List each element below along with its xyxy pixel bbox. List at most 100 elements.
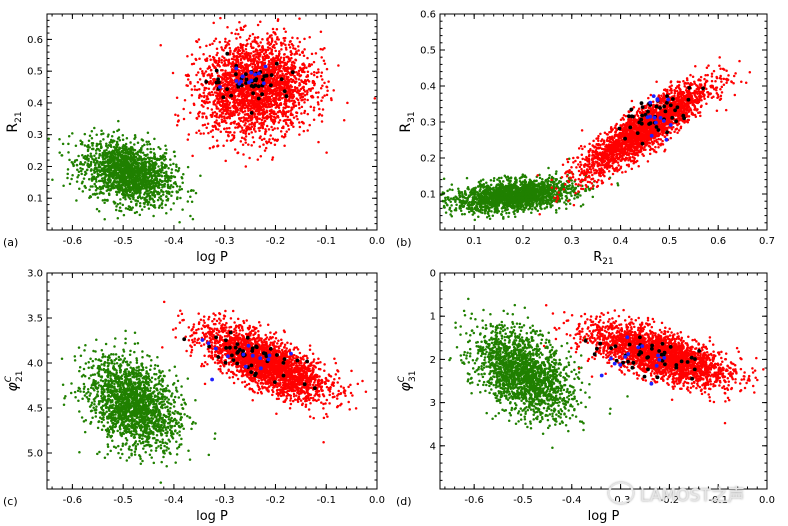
- scatter-point: [105, 156, 109, 159]
- scatter-point: [139, 155, 142, 158]
- scatter-point: [181, 181, 184, 184]
- scatter-point: [271, 128, 275, 132]
- scatter-point: [165, 148, 168, 151]
- scatter-point: [270, 37, 274, 40]
- scatter-point: [195, 117, 199, 120]
- scatter-point: [298, 125, 302, 129]
- scatter-point: [236, 151, 239, 155]
- scatter-point: [284, 114, 287, 118]
- scatter-point: [317, 140, 320, 144]
- scatter-point: [131, 167, 134, 170]
- scatter-point: [169, 158, 172, 161]
- scatter-point: [58, 137, 61, 141]
- scatter-point: [122, 151, 125, 155]
- scatter-point: [250, 144, 253, 147]
- scatter-point: [68, 158, 71, 162]
- scatter-point: [152, 214, 155, 218]
- scatter-point: [451, 188, 454, 192]
- scatter-point: [263, 119, 267, 123]
- scatter-point: [273, 75, 277, 78]
- scatter-point: [299, 87, 303, 91]
- scatter-point: [303, 79, 307, 82]
- scatter-point: [266, 46, 270, 49]
- scatter-point: [233, 113, 236, 117]
- scatter-point: [179, 196, 182, 200]
- scatter-point: [274, 56, 278, 60]
- scatter-point: [219, 130, 223, 134]
- scatter-point: [197, 38, 201, 41]
- scatter-point: [88, 134, 92, 138]
- scatter-point: [108, 161, 112, 165]
- scatter-point: [240, 126, 244, 129]
- scatter-point: [159, 179, 162, 182]
- scatter-point: [83, 161, 87, 164]
- scatter-point: [153, 137, 156, 141]
- scatter-point: [266, 106, 269, 109]
- x-tick-label: -0.2: [266, 236, 286, 247]
- scatter-point: [209, 130, 213, 133]
- scatter-point: [298, 84, 301, 87]
- scatter-point: [323, 81, 326, 85]
- scatter-point: [215, 91, 218, 95]
- scatter-point: [170, 194, 173, 198]
- scatter-point: [225, 127, 229, 130]
- scatter-point: [247, 58, 251, 62]
- scatter-point: [166, 197, 170, 201]
- scatter-point: [284, 30, 287, 34]
- scatter-point: [175, 185, 179, 188]
- scatter-point: [242, 118, 246, 122]
- scatter-points: [47, 16, 377, 230]
- scatter-point: [219, 100, 222, 103]
- scatter-points: [433, 56, 752, 222]
- scatter-point: [239, 119, 243, 123]
- scatter-point: [100, 133, 103, 136]
- scatter-point: [252, 96, 256, 100]
- scatter-point: [232, 52, 235, 56]
- scatter-point: [219, 16, 222, 20]
- scatter-point: [282, 53, 286, 56]
- scatter-point: [127, 189, 131, 192]
- scatter-point: [290, 70, 295, 75]
- scatter-point: [152, 200, 156, 203]
- scatter-point: [211, 42, 214, 45]
- scatter-point: [283, 86, 286, 90]
- scatter-point: [290, 92, 293, 96]
- scatter-point: [98, 149, 101, 152]
- scatter-point: [217, 116, 221, 119]
- scatter-point: [121, 138, 125, 142]
- scatter-point: [269, 116, 272, 119]
- scatter-point: [274, 87, 277, 91]
- scatter-point: [208, 146, 212, 150]
- scatter-point: [144, 176, 147, 180]
- scatter-point: [120, 176, 124, 180]
- scatter-point: [433, 202, 436, 205]
- scatter-point: [110, 174, 113, 177]
- scatter-point: [263, 61, 266, 65]
- scatter-point: [259, 135, 262, 138]
- scatter-point: [207, 131, 210, 135]
- scatter-point: [233, 131, 236, 134]
- scatter-point: [107, 184, 111, 188]
- scatter-point: [119, 189, 122, 192]
- scatter-point: [201, 70, 204, 73]
- scatter-point: [113, 152, 116, 155]
- scatter-point: [212, 145, 215, 148]
- scatter-point: [257, 52, 261, 56]
- scatter-point: [170, 171, 173, 175]
- scatter-point: [225, 51, 230, 56]
- scatter-point: [124, 180, 127, 183]
- scatter-point: [131, 183, 135, 187]
- scatter-point: [259, 154, 263, 158]
- scatter-point: [157, 183, 161, 187]
- scatter-point: [243, 57, 246, 60]
- scatter-point: [133, 177, 137, 180]
- scatter-point: [256, 23, 260, 27]
- scatter-point: [203, 72, 206, 75]
- scatter-point: [267, 41, 271, 44]
- scatter-point: [264, 73, 269, 78]
- scatter-point: [139, 166, 143, 169]
- scatter-point: [79, 161, 82, 164]
- scatter-point: [320, 99, 323, 102]
- scatter-point: [346, 101, 349, 105]
- scatter-point: [201, 72, 204, 75]
